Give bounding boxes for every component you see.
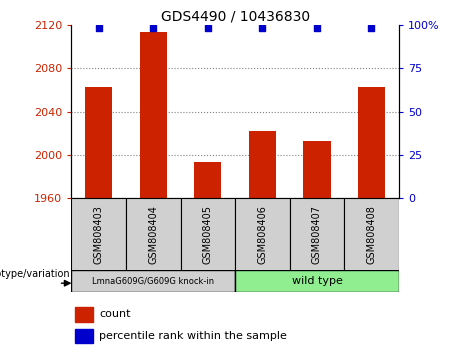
- Bar: [249, 131, 276, 198]
- Point: [313, 25, 321, 31]
- Bar: [71, 198, 126, 271]
- Bar: [290, 198, 344, 271]
- Title: GDS4490 / 10436830: GDS4490 / 10436830: [160, 10, 310, 24]
- Bar: [126, 198, 181, 271]
- Text: percentile rank within the sample: percentile rank within the sample: [99, 331, 287, 341]
- Text: GSM808408: GSM808408: [366, 205, 377, 264]
- Point: [259, 25, 266, 31]
- Text: LmnaG609G/G609G knock-in: LmnaG609G/G609G knock-in: [92, 276, 214, 286]
- Point: [204, 25, 212, 31]
- Bar: [181, 198, 235, 271]
- Point: [368, 25, 375, 31]
- Bar: [358, 87, 385, 198]
- Bar: [75, 307, 93, 321]
- Bar: [140, 32, 167, 198]
- Bar: [344, 198, 399, 271]
- Text: wild type: wild type: [291, 276, 343, 286]
- Bar: [75, 329, 93, 343]
- Text: GSM808403: GSM808403: [94, 205, 104, 264]
- Text: GSM808405: GSM808405: [203, 205, 213, 264]
- Point: [149, 25, 157, 31]
- Text: count: count: [99, 309, 131, 319]
- Point: [95, 25, 102, 31]
- Bar: [194, 162, 221, 198]
- Text: GSM808406: GSM808406: [257, 205, 267, 264]
- Text: GSM808404: GSM808404: [148, 205, 158, 264]
- Bar: [85, 87, 112, 198]
- Bar: [235, 270, 399, 292]
- Bar: [71, 270, 235, 292]
- Bar: [235, 198, 290, 271]
- Bar: [303, 141, 331, 198]
- Text: GSM808407: GSM808407: [312, 205, 322, 264]
- Text: genotype/variation: genotype/variation: [0, 269, 70, 279]
